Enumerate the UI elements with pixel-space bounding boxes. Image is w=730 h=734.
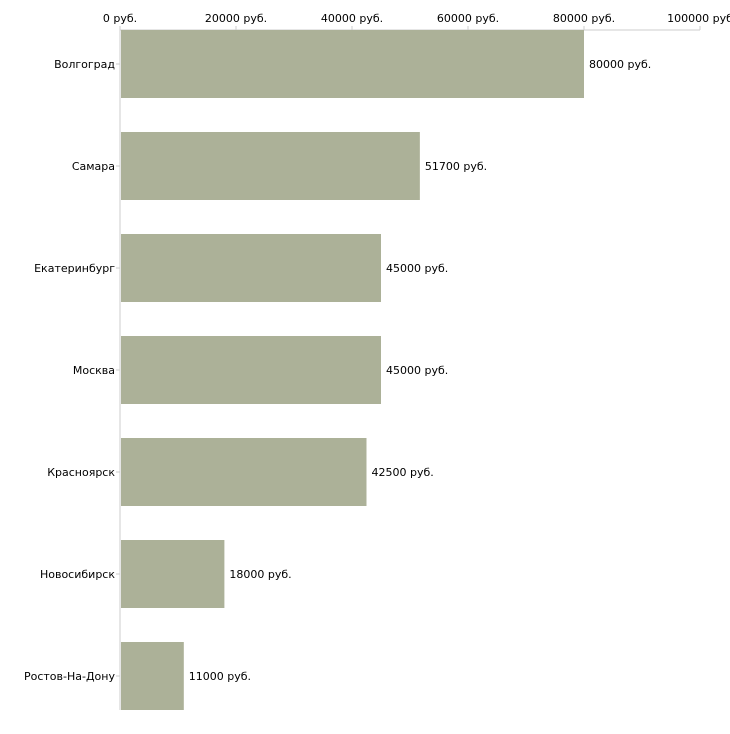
x-tick-label: 60000 руб. — [437, 12, 499, 25]
bar — [121, 132, 420, 200]
value-label: 45000 руб. — [386, 262, 448, 275]
category-label: Новосибирск — [40, 568, 115, 581]
bar — [121, 540, 225, 608]
value-label: 11000 руб. — [189, 670, 251, 683]
category-label: Волгоград — [54, 58, 115, 71]
value-label: 51700 руб. — [425, 160, 487, 173]
x-tick-label: 80000 руб. — [553, 12, 615, 25]
category-label: Ростов-На-Дону — [24, 670, 115, 683]
bar — [121, 336, 381, 404]
value-label: 45000 руб. — [386, 364, 448, 377]
value-label: 18000 руб. — [229, 568, 291, 581]
category-label: Екатеринбург — [34, 262, 115, 275]
value-label: 80000 руб. — [589, 58, 651, 71]
bar — [121, 30, 584, 98]
bar — [121, 234, 381, 302]
x-tick-label: 20000 руб. — [205, 12, 267, 25]
category-label: Красноярск — [47, 466, 115, 479]
bar — [121, 438, 367, 506]
bar — [121, 642, 184, 710]
x-tick-label: 0 руб. — [103, 12, 137, 25]
value-label: 42500 руб. — [372, 466, 434, 479]
category-label: Самара — [72, 160, 115, 173]
x-tick-label: 40000 руб. — [321, 12, 383, 25]
x-tick-label: 100000 руб — [667, 12, 730, 25]
category-label: Москва — [73, 364, 115, 377]
